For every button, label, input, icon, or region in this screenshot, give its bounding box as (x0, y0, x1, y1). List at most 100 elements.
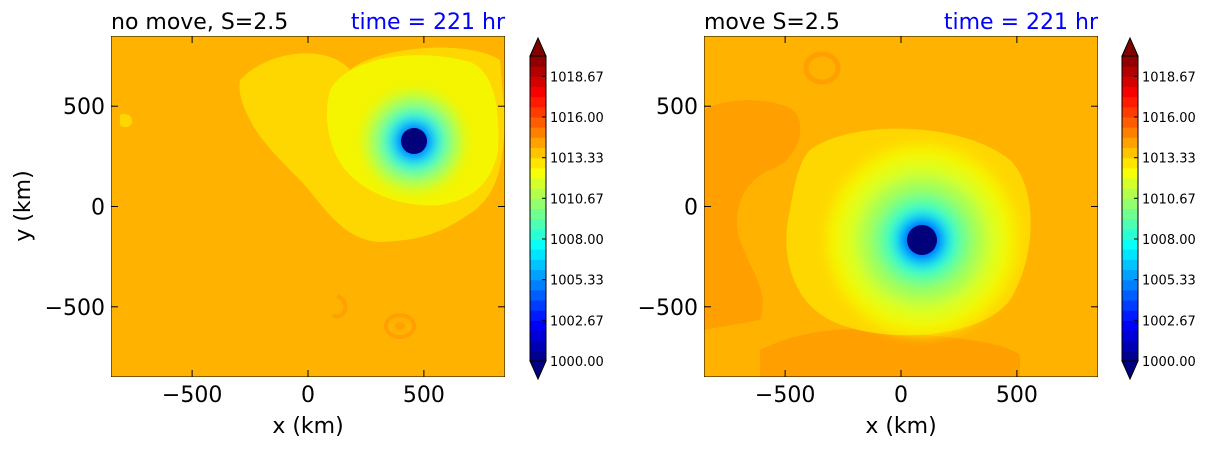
x-tick-label: −500 (755, 383, 815, 408)
right-axes: −500 0 500 −500 0 500 (638, 36, 1098, 408)
colorbar-level (530, 147, 546, 159)
colorbar-level (1122, 249, 1138, 260)
colorbar-level (530, 320, 546, 331)
colorbar-level (530, 310, 546, 321)
right-pressure-field (704, 51, 1031, 377)
colorbar-tick-label: 1016.00 (550, 111, 604, 126)
y-tick-label: 0 (91, 196, 105, 221)
colorbar-level (1122, 350, 1138, 362)
y-tick-label: 500 (656, 95, 698, 120)
colorbar-tick-label: 1000.00 (550, 355, 604, 370)
colorbar-level (530, 300, 546, 311)
right-low-band-south (760, 329, 1020, 377)
colorbar-level (1122, 127, 1138, 138)
colorbar-level (1122, 289, 1138, 301)
left-pressure-field (120, 47, 505, 339)
colorbar-level (1122, 117, 1138, 128)
colorbar-tick-label: 1005.33 (1142, 274, 1196, 289)
colorbar-level (530, 127, 546, 138)
colorbar-level (530, 56, 546, 67)
right-plot-area (704, 36, 1098, 377)
colorbar-tick-label: 1010.67 (550, 192, 604, 207)
colorbar-level (530, 117, 546, 128)
right-vortex-center (907, 225, 937, 255)
colorbar-level (1122, 167, 1138, 179)
colorbar-level (1122, 300, 1138, 311)
colorbar-level (530, 106, 546, 118)
right-time-label: time = 221 hr (944, 10, 1099, 35)
colorbar-level (530, 289, 546, 301)
colorbar-level (530, 279, 546, 291)
colorbar-level (530, 340, 546, 352)
colorbar-extend-min (529, 360, 547, 381)
right-ring-top (803, 51, 841, 85)
x-tick-label: −500 (162, 383, 222, 408)
colorbar-level (1122, 76, 1138, 87)
colorbar-level (1122, 269, 1138, 281)
colorbar-level (530, 137, 546, 148)
colorbar-level (530, 259, 546, 270)
colorbar-level (530, 66, 546, 77)
colorbar-level (530, 208, 546, 220)
colorbar-tick-label: 1018.67 (550, 70, 604, 85)
colorbar-level (530, 167, 546, 179)
colorbar-level (530, 350, 546, 362)
left-ring-b (331, 294, 348, 319)
y-tick-label: −500 (638, 296, 698, 321)
right-low-band-west (704, 100, 801, 330)
colorbar-level (1122, 340, 1138, 352)
left-axes: −500 0 500 −500 0 500 (45, 36, 505, 408)
colorbar-tick-label: 1013.33 (1142, 152, 1196, 167)
right-panel: move S=2.5 time = 221 hr (638, 10, 1099, 439)
colorbar-level (1122, 66, 1138, 77)
colorbar-level (1122, 330, 1138, 342)
colorbar-level (1122, 86, 1138, 98)
colorbar-tick-label: 1008.00 (1142, 233, 1196, 248)
colorbar-frame (529, 55, 547, 362)
x-tick-label: 0 (894, 383, 908, 408)
colorbar-extend-max (529, 36, 547, 57)
right-colorbar: 1000.00 1002.67 1005.33 1008.00 1010.67 1013.… (1121, 36, 1196, 381)
left-colorbar: 1000.00 1002.67 1005.33 1008.00 1010.67 1013.… (529, 36, 604, 381)
colorbar-level (1122, 279, 1138, 291)
colorbar-level (1122, 157, 1138, 169)
left-time-label: time = 221 hr (351, 10, 506, 35)
colorbar-level (1122, 259, 1138, 270)
x-tick-label: 500 (996, 383, 1038, 408)
colorbar-level (530, 218, 546, 230)
colorbar-tick-label: 1018.67 (1142, 70, 1196, 85)
colorbar-level (1122, 188, 1138, 199)
colorbar-level (1122, 239, 1138, 250)
left-plot-area (111, 36, 505, 377)
colorbar-level (530, 330, 546, 342)
colorbar-level (1122, 106, 1138, 118)
colorbar-level (1122, 218, 1138, 230)
colorbar-level (530, 228, 546, 240)
colorbar-level (1122, 208, 1138, 220)
colorbar-level (1122, 198, 1138, 209)
colorbar-level (530, 188, 546, 199)
left-vortex-center (401, 128, 427, 154)
colorbar-level (530, 157, 546, 169)
x-tick-label: 0 (301, 383, 315, 408)
colorbar-level (1122, 56, 1138, 67)
colorbar-level (1122, 147, 1138, 159)
y-tick-label: −500 (45, 296, 105, 321)
colorbar-tick-label: 1008.00 (550, 233, 604, 248)
colorbar-tick-label: 1002.67 (1142, 314, 1196, 329)
colorbar-extend-max (1121, 36, 1139, 57)
colorbar-level (1122, 137, 1138, 148)
left-xlabel: x (km) (272, 414, 343, 439)
left-small-blob (120, 113, 132, 128)
left-ring-a (384, 313, 416, 339)
colorbar-level (530, 76, 546, 87)
colorbar-level (1122, 310, 1138, 321)
colorbar-level (1122, 228, 1138, 240)
colorbar-level (1122, 96, 1138, 108)
colorbar-tick-label: 1010.67 (1142, 192, 1196, 207)
left-ylabel: y (km) (11, 170, 36, 241)
colorbar-level (530, 86, 546, 98)
colorbar-level (530, 96, 546, 108)
colorbar-level (1122, 178, 1138, 189)
